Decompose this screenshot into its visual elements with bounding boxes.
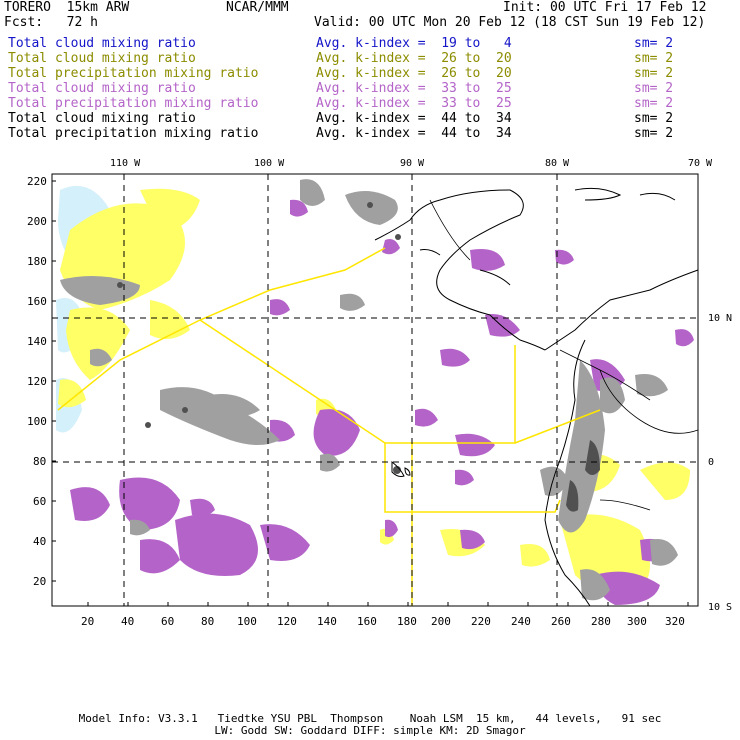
- x-tick-40: 40: [121, 615, 135, 628]
- legend-sm-2: sm= 2: [634, 51, 674, 66]
- y-tick-60: 60: [33, 495, 47, 508]
- legend-field-1: Total cloud mixing ratio: [8, 36, 196, 51]
- legend-sm-6: sm= 2: [634, 111, 674, 126]
- x-tick-60: 60: [161, 615, 175, 628]
- legend-kindex-1: Avg. k-index = 19 to 4: [316, 36, 512, 51]
- model-info-line2: LW: Godd SW: Goddard DIFF: simple KM: 2D…: [214, 724, 526, 737]
- init-time: Init: 00 UTC Fri 17 Feb 12: [503, 0, 707, 15]
- y-tick-100: 100: [27, 415, 47, 428]
- x-tick-80: 80: [201, 615, 215, 628]
- lon-label-110w: 110 W: [110, 158, 141, 169]
- y-tick-220: 220: [27, 175, 47, 188]
- y-tick-180: 180: [27, 255, 47, 268]
- lon-label-100w: 100 W: [254, 158, 285, 169]
- y-tick-80: 80: [33, 455, 47, 468]
- center-label: NCAR/MMM: [226, 0, 289, 15]
- legend-sm-4: sm= 2: [634, 81, 674, 96]
- legend-field-4: Total cloud mixing ratio: [8, 81, 196, 96]
- legend-kindex-6: Avg. k-index = 44 to 34: [316, 111, 512, 126]
- frame-ticks: [52, 180, 689, 606]
- y-tick-160: 160: [27, 295, 47, 308]
- lat-label-10s: 10 S: [708, 602, 733, 613]
- country-borders: [429, 199, 699, 511]
- coastlines: [374, 187, 699, 607]
- lat-label-0: 0: [708, 457, 715, 468]
- model-title: TORERO 15km ARW: [4, 0, 130, 15]
- legend-sm-1: sm= 2: [634, 36, 674, 51]
- lon-label-80w: 80 W: [545, 158, 570, 169]
- x-tick-120: 120: [277, 615, 297, 628]
- x-tick-240: 240: [511, 615, 531, 628]
- legend-sm-7: sm= 2: [634, 126, 674, 141]
- legend-field-2: Total cloud mixing ratio: [8, 51, 196, 66]
- x-tick-200: 200: [431, 615, 451, 628]
- legend-kindex-2: Avg. k-index = 26 to 20: [316, 51, 512, 66]
- x-tick-260: 260: [551, 615, 571, 628]
- x-tick-20: 20: [81, 615, 95, 628]
- x-tick-160: 160: [357, 615, 377, 628]
- x-tick-300: 300: [627, 615, 647, 628]
- legend-field-5: Total precipitation mixing ratio: [8, 96, 259, 111]
- y-tick-20: 20: [33, 575, 47, 588]
- x-tick-180: 180: [397, 615, 417, 628]
- dark-cloud-layer: [117, 202, 600, 512]
- x-tick-140: 140: [317, 615, 337, 628]
- legend-field-7: Total precipitation mixing ratio: [8, 126, 259, 141]
- legend-sm-3: sm= 2: [634, 66, 674, 81]
- legend-kindex-3: Avg. k-index = 26 to 20: [316, 66, 512, 81]
- legend-field-6: Total cloud mixing ratio: [8, 111, 196, 126]
- lon-label-70w: 70 W: [688, 158, 713, 169]
- forecast-hour: Fcst: 72 h: [4, 15, 98, 30]
- y-tick-40: 40: [33, 535, 47, 548]
- y-tick-200: 200: [27, 215, 47, 228]
- lat-lon-grid: [52, 174, 698, 606]
- x-tick-220: 220: [471, 615, 491, 628]
- legend-kindex-4: Avg. k-index = 33 to 25: [316, 81, 512, 96]
- legend-kindex-5: Avg. k-index = 33 to 25: [316, 96, 512, 111]
- lat-label-10n: 10 N: [708, 313, 733, 324]
- x-tick-320: 320: [665, 615, 685, 628]
- y-tick-140: 140: [27, 335, 47, 348]
- valid-time: Valid: 00 UTC Mon 20 Feb 12 (18 CST Sun …: [314, 15, 706, 30]
- gray-cloud-layer: [60, 179, 678, 601]
- x-tick-100: 100: [237, 615, 257, 628]
- x-tick-280: 280: [591, 615, 611, 628]
- model-info-line1: Model Info: V3.3.1 Tiedtke YSU PBL Thomp…: [78, 712, 662, 725]
- y-tick-120: 120: [27, 375, 47, 388]
- legend-sm-5: sm= 2: [634, 96, 674, 111]
- lon-label-90w: 90 W: [400, 158, 425, 169]
- legend-kindex-7: Avg. k-index = 44 to 34: [316, 126, 512, 141]
- legend-field-3: Total precipitation mixing ratio: [8, 66, 259, 81]
